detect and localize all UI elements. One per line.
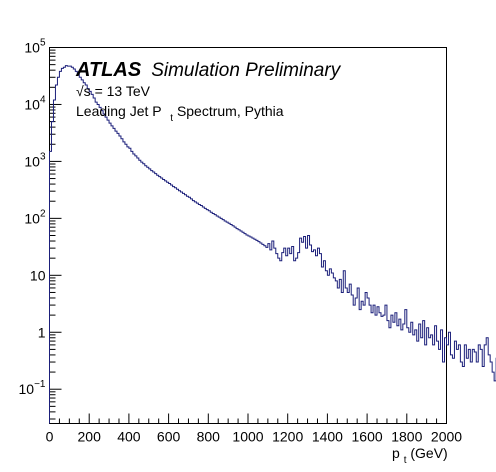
x-tick-label: 800 — [197, 429, 221, 445]
y-tick-exponent: 3 — [40, 151, 46, 162]
y-tick-base: 10 — [24, 210, 40, 226]
x-tick-label: 0 — [46, 429, 54, 445]
y-tick-exponent: 2 — [40, 208, 46, 219]
y-tick-exponent: −1 — [34, 379, 46, 390]
x-tick-label: 1000 — [232, 429, 263, 445]
y-tick-base: 10 — [30, 267, 46, 283]
y-tick-label: 105 — [24, 38, 46, 56]
process-label-post: Spectrum, Pythia — [177, 103, 284, 119]
y-tick-exponent: 4 — [40, 94, 46, 105]
y-tick-base: 10 — [24, 96, 40, 112]
y-tick-label: 10−1 — [19, 379, 46, 397]
y-tick-label: 104 — [24, 94, 46, 112]
x-tick-label: 200 — [78, 429, 102, 445]
x-axis-title-main: p — [392, 445, 400, 461]
atlas-label: ATLAS Simulation Preliminary — [75, 59, 342, 81]
process-label-sub: t — [170, 113, 173, 124]
energy-label: √s = 13 TeV — [76, 83, 151, 99]
y-tick-base: 10 — [24, 40, 40, 56]
y-tick-label: 102 — [24, 208, 46, 226]
x-tick-label: 1200 — [272, 429, 303, 445]
x-tick-label: 600 — [157, 429, 181, 445]
y-tick-exponent: 5 — [40, 38, 46, 49]
process-label-pre: Leading Jet P — [76, 103, 161, 119]
x-tick-label: 2000 — [431, 429, 462, 445]
x-tick-label: 400 — [117, 429, 141, 445]
x-tick-label: 1400 — [312, 429, 343, 445]
x-axis-title-unit: (GeV) — [410, 445, 447, 461]
y-tick-base: 10 — [19, 381, 35, 397]
x-axis-title: p t (GeV) — [392, 445, 448, 466]
y-tick-label: 1 — [38, 324, 46, 340]
x-tick-label: 1800 — [391, 429, 422, 445]
atlas-logo-text: ATLAS — [75, 59, 142, 81]
y-tick-label: 10 — [30, 267, 46, 283]
process-label: Leading Jet P t Spectrum, Pythia — [76, 103, 284, 124]
x-axis: 0 200 400 600 800 1000 1200 1400 1600 1800 2000 — [46, 413, 462, 445]
histogram-line — [49, 65, 496, 424]
simulation-label: Simulation Preliminary — [151, 60, 342, 81]
x-tick-label: 1600 — [352, 429, 383, 445]
y-tick-label: 103 — [24, 151, 46, 169]
x-axis-title-sub: t — [404, 455, 407, 466]
y-tick-base: 10 — [24, 153, 40, 169]
y-tick-base: 1 — [38, 324, 46, 340]
